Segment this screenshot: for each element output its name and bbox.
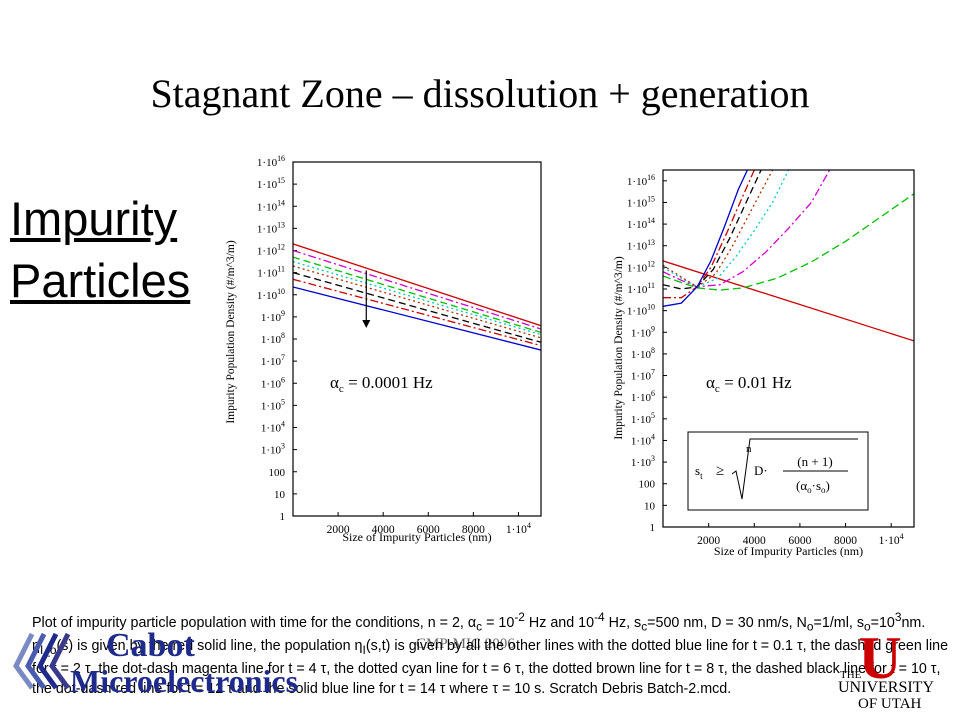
figure-caption: Plot of impurity particle population wit… xyxy=(32,610,949,697)
series-line-0 xyxy=(663,260,914,342)
series-line-4 xyxy=(663,170,774,288)
series-line-2 xyxy=(663,170,831,288)
series-line-5 xyxy=(293,271,541,343)
x-tick-label: 4000 xyxy=(743,535,766,547)
x-tick-label: 8000 xyxy=(462,524,485,536)
y-tick-label: 10 xyxy=(274,489,286,501)
series-line-7 xyxy=(663,170,748,307)
series-line-2 xyxy=(293,256,541,334)
y-tick-label: 1·1012 xyxy=(627,259,655,274)
y-tick-label: 1·105 xyxy=(631,411,655,426)
formula-radical xyxy=(731,438,858,500)
cabot-logo-line1: Cabot xyxy=(106,627,195,664)
formula-lhs: st xyxy=(695,463,703,481)
y-tick-label: 1·1016 xyxy=(257,154,285,169)
y-tick-label: 1·107 xyxy=(261,353,285,368)
y-tick-label: 100 xyxy=(639,479,656,491)
side-label-line1: Impurity xyxy=(10,192,178,245)
y-tick-label: 1·1010 xyxy=(627,303,655,318)
plot-frame xyxy=(662,169,915,528)
side-label-line2: Particles xyxy=(10,254,191,307)
cabot-swirl-icon xyxy=(13,632,71,690)
y-tick-label: 1·106 xyxy=(631,389,655,404)
utah-logo: U THE UNIVERSITY OF UTAH xyxy=(838,625,934,712)
y-tick-label: 1·107 xyxy=(631,368,655,383)
y-tick-label: 1·103 xyxy=(631,454,655,469)
series-group xyxy=(293,243,541,351)
series-line-1 xyxy=(663,193,914,291)
y-tick-label: 1·1010 xyxy=(257,287,285,302)
y-tick-label: 1 xyxy=(280,511,286,523)
y-tick-label: 1·1011 xyxy=(627,281,655,296)
side-label: Impurity Particles xyxy=(10,188,190,312)
y-tick-label: 1·1015 xyxy=(627,195,655,210)
plot-frame xyxy=(292,161,542,517)
y-tick-label: 1·1016 xyxy=(627,173,655,188)
formula-numerator: (n + 1) xyxy=(797,454,833,469)
y-tick-label: 1·1013 xyxy=(627,238,655,253)
x-tick-label: 6000 xyxy=(417,524,440,536)
alpha-annotation: αc = 0.01 Hz xyxy=(706,373,792,395)
y-tick-label: 10 xyxy=(644,500,656,512)
x-tick-label: 8000 xyxy=(834,535,857,547)
y-tick-label: 1·1014 xyxy=(257,198,285,213)
y-tick-label: 1·1015 xyxy=(257,176,285,191)
formula-rel: ≥ xyxy=(716,463,724,479)
alpha-annotation: αc = 0.0001 Hz xyxy=(330,373,433,395)
utah-u-icon: U xyxy=(858,625,901,691)
x-tick-label: 2000 xyxy=(697,535,720,547)
x-tick-label: 4000 xyxy=(372,524,395,536)
slide-title: Stagnant Zone – dissolution + generation xyxy=(150,71,810,116)
formula-mult: D· xyxy=(754,463,768,478)
time-arrow-head xyxy=(362,319,371,328)
y-tick-label: 100 xyxy=(269,467,286,479)
series-line-6 xyxy=(663,170,755,299)
x-axis-label: Size of Impurity Particles (nm) xyxy=(714,544,863,558)
series-line-0 xyxy=(293,243,541,327)
utah-logo-line2: UNIVERSITY xyxy=(838,679,934,696)
series-line-1 xyxy=(293,249,541,330)
y-tick-label: 1·1013 xyxy=(257,220,285,235)
utah-logo-line1: THE xyxy=(840,669,862,681)
y-tick-label: 1·104 xyxy=(631,433,655,448)
footer-text: CMP-MIC 2006 xyxy=(416,636,515,652)
y-tick-label: 1 xyxy=(650,522,656,534)
y-tick-label: 1·1011 xyxy=(257,265,285,280)
x-tick-label: 2000 xyxy=(327,524,350,536)
y-tick-label: 1·105 xyxy=(261,397,285,412)
y-tick-label: 1·108 xyxy=(631,346,655,361)
formula-root-index: n xyxy=(746,443,752,455)
y-tick-label: 1·108 xyxy=(261,331,285,346)
series-line-7 xyxy=(293,286,541,351)
y-tick-label: 1·106 xyxy=(261,375,285,390)
x-tick-label: 1·104 xyxy=(879,532,904,547)
series-line-4 xyxy=(293,265,541,339)
y-tick-label: 1·1012 xyxy=(257,243,285,258)
utah-logo-line3: OF UTAH xyxy=(858,696,922,712)
series-line-5 xyxy=(663,170,762,290)
x-axis-label: Size of Impurity Particles (nm) xyxy=(342,530,491,544)
series-line-6 xyxy=(293,278,541,347)
x-tick-label: 1·104 xyxy=(506,521,531,536)
cabot-logo: Cabot Microelectronics xyxy=(13,627,298,696)
formula-box: st ≥ nD· (n + 1) (αo·so) xyxy=(687,431,869,511)
y-tick-label: 1·104 xyxy=(261,420,285,435)
x-tick-label: 6000 xyxy=(788,535,811,547)
cabot-logo-line2: Microelectronics xyxy=(70,663,298,696)
y-tick-label: 1·109 xyxy=(631,324,655,339)
series-line-3 xyxy=(293,260,541,336)
series-line-3 xyxy=(663,170,790,288)
y-axis-label: Impurity Population Density (#/m^3/m) xyxy=(225,240,237,423)
y-tick-label: 1·1014 xyxy=(627,216,655,231)
y-tick-label: 1·103 xyxy=(261,442,285,457)
y-axis-label: Impurity Population Density (#/m^3/m) xyxy=(613,256,625,439)
series-group xyxy=(663,170,914,342)
y-tick-label: 1·109 xyxy=(261,309,285,324)
formula-denominator: (αo·so) xyxy=(796,478,830,495)
